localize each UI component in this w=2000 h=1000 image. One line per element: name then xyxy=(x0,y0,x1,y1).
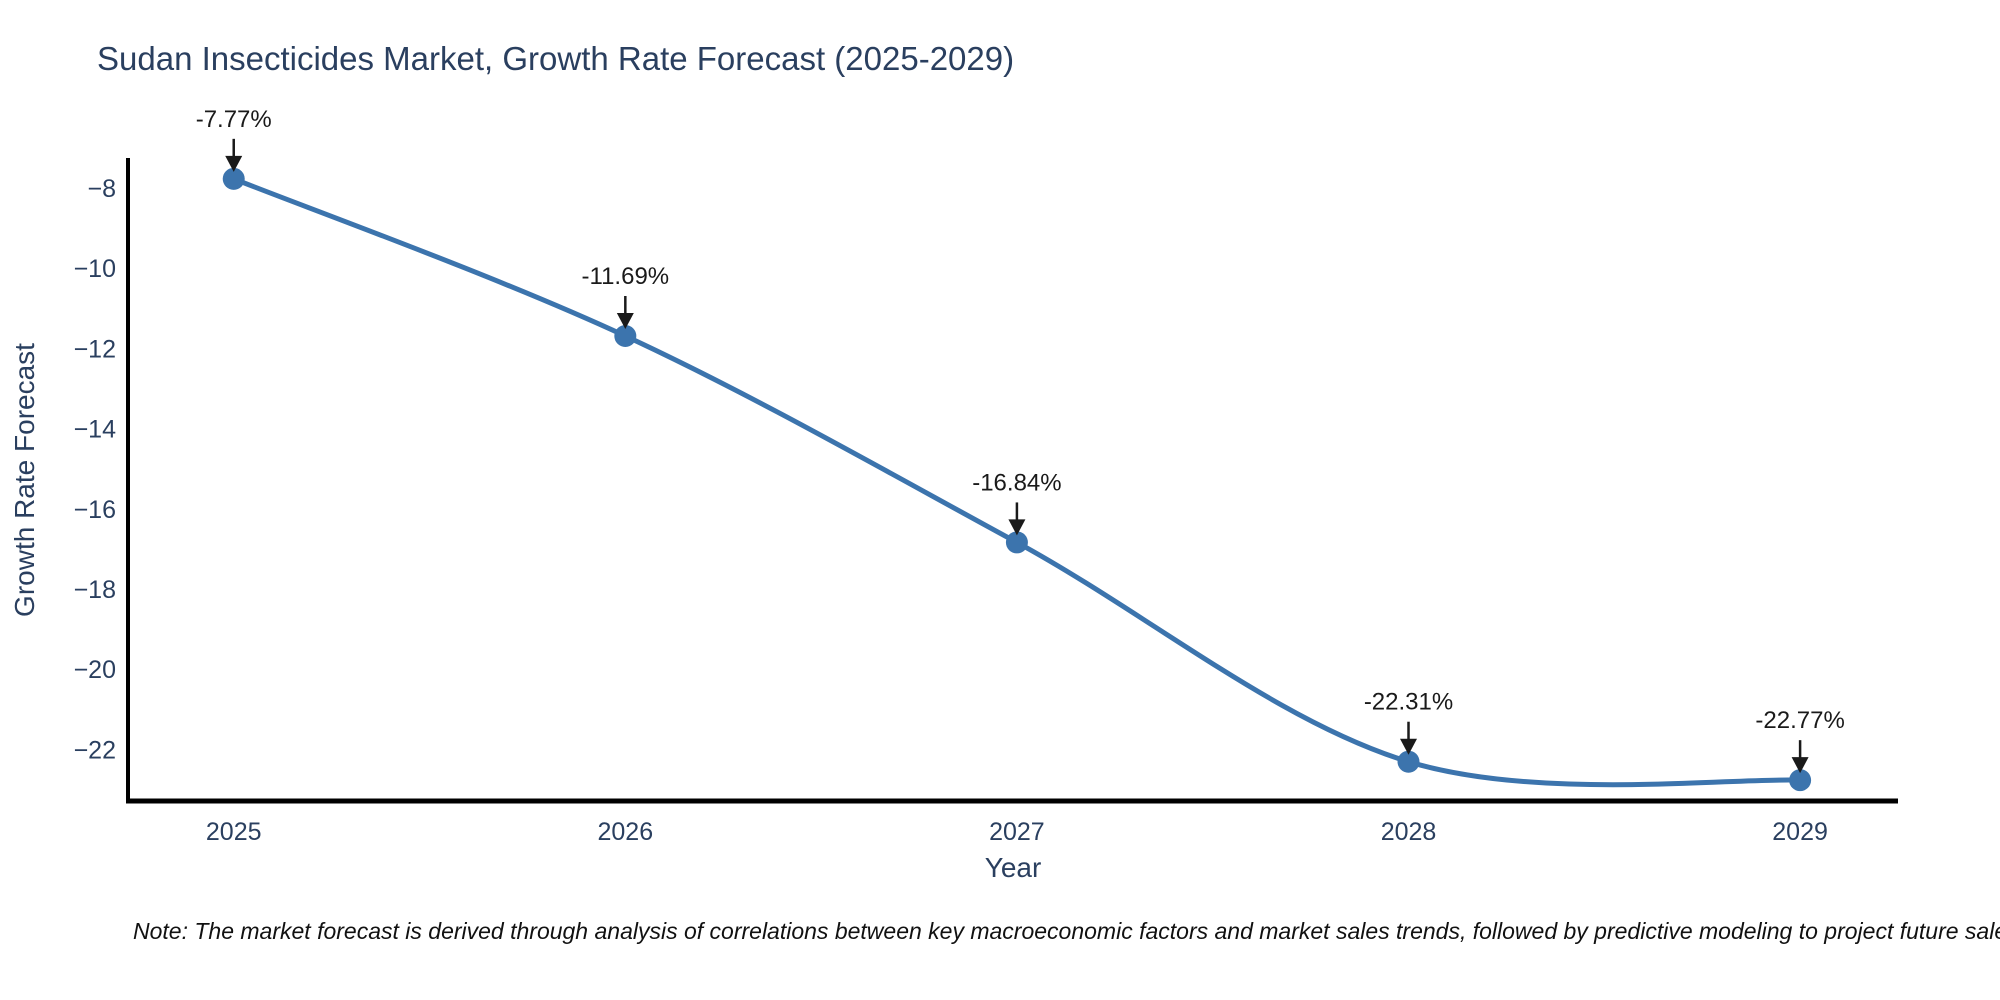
point-label-2028: -22.31% xyxy=(1364,689,1453,716)
x-tick-label-2029: 2029 xyxy=(1772,818,1828,846)
annotation-arrowhead-2027 xyxy=(1008,519,1026,536)
y-tick-label--10: −10 xyxy=(74,255,116,283)
data-point-2027 xyxy=(1005,531,1028,554)
data-point-2029 xyxy=(1789,769,1812,792)
y-tick-label--22: −22 xyxy=(74,736,116,764)
annotation-arrowhead-2026 xyxy=(616,312,634,329)
chart-title: Sudan Insecticides Market, Growth Rate F… xyxy=(97,40,1015,77)
data-point-2028 xyxy=(1397,750,1420,773)
point-label-2027: -16.84% xyxy=(972,469,1061,496)
annotation-arrowhead-2028 xyxy=(1400,738,1418,755)
x-tick-label-2026: 2026 xyxy=(598,818,654,846)
x-tick-label-2025: 2025 xyxy=(206,818,262,846)
x-tick-label-2027: 2027 xyxy=(989,818,1045,846)
y-tick-label--16: −16 xyxy=(74,496,116,524)
y-tick-label--12: −12 xyxy=(74,335,116,363)
y-tick-label--18: −18 xyxy=(74,576,116,604)
footnote: Note: The market forecast is derived thr… xyxy=(133,918,2000,944)
y-tick-label--8: −8 xyxy=(87,175,116,203)
point-label-2029: -22.77% xyxy=(1755,707,1844,734)
annotation-arrowhead-2025 xyxy=(225,155,243,172)
point-label-2026: -11.69% xyxy=(582,263,670,290)
x-tick-label-2028: 2028 xyxy=(1381,818,1437,846)
data-point-2025 xyxy=(222,167,245,190)
annotation-arrowhead-2029 xyxy=(1791,757,1809,774)
data-point-2026 xyxy=(614,324,637,347)
x-axis-title: Year xyxy=(984,852,1042,883)
y-tick-label--20: −20 xyxy=(74,656,116,684)
y-tick-label--14: −14 xyxy=(74,416,117,444)
y-axis-title: Growth Rate Forecast xyxy=(9,343,40,617)
point-label-2025: -7.77% xyxy=(196,106,272,133)
